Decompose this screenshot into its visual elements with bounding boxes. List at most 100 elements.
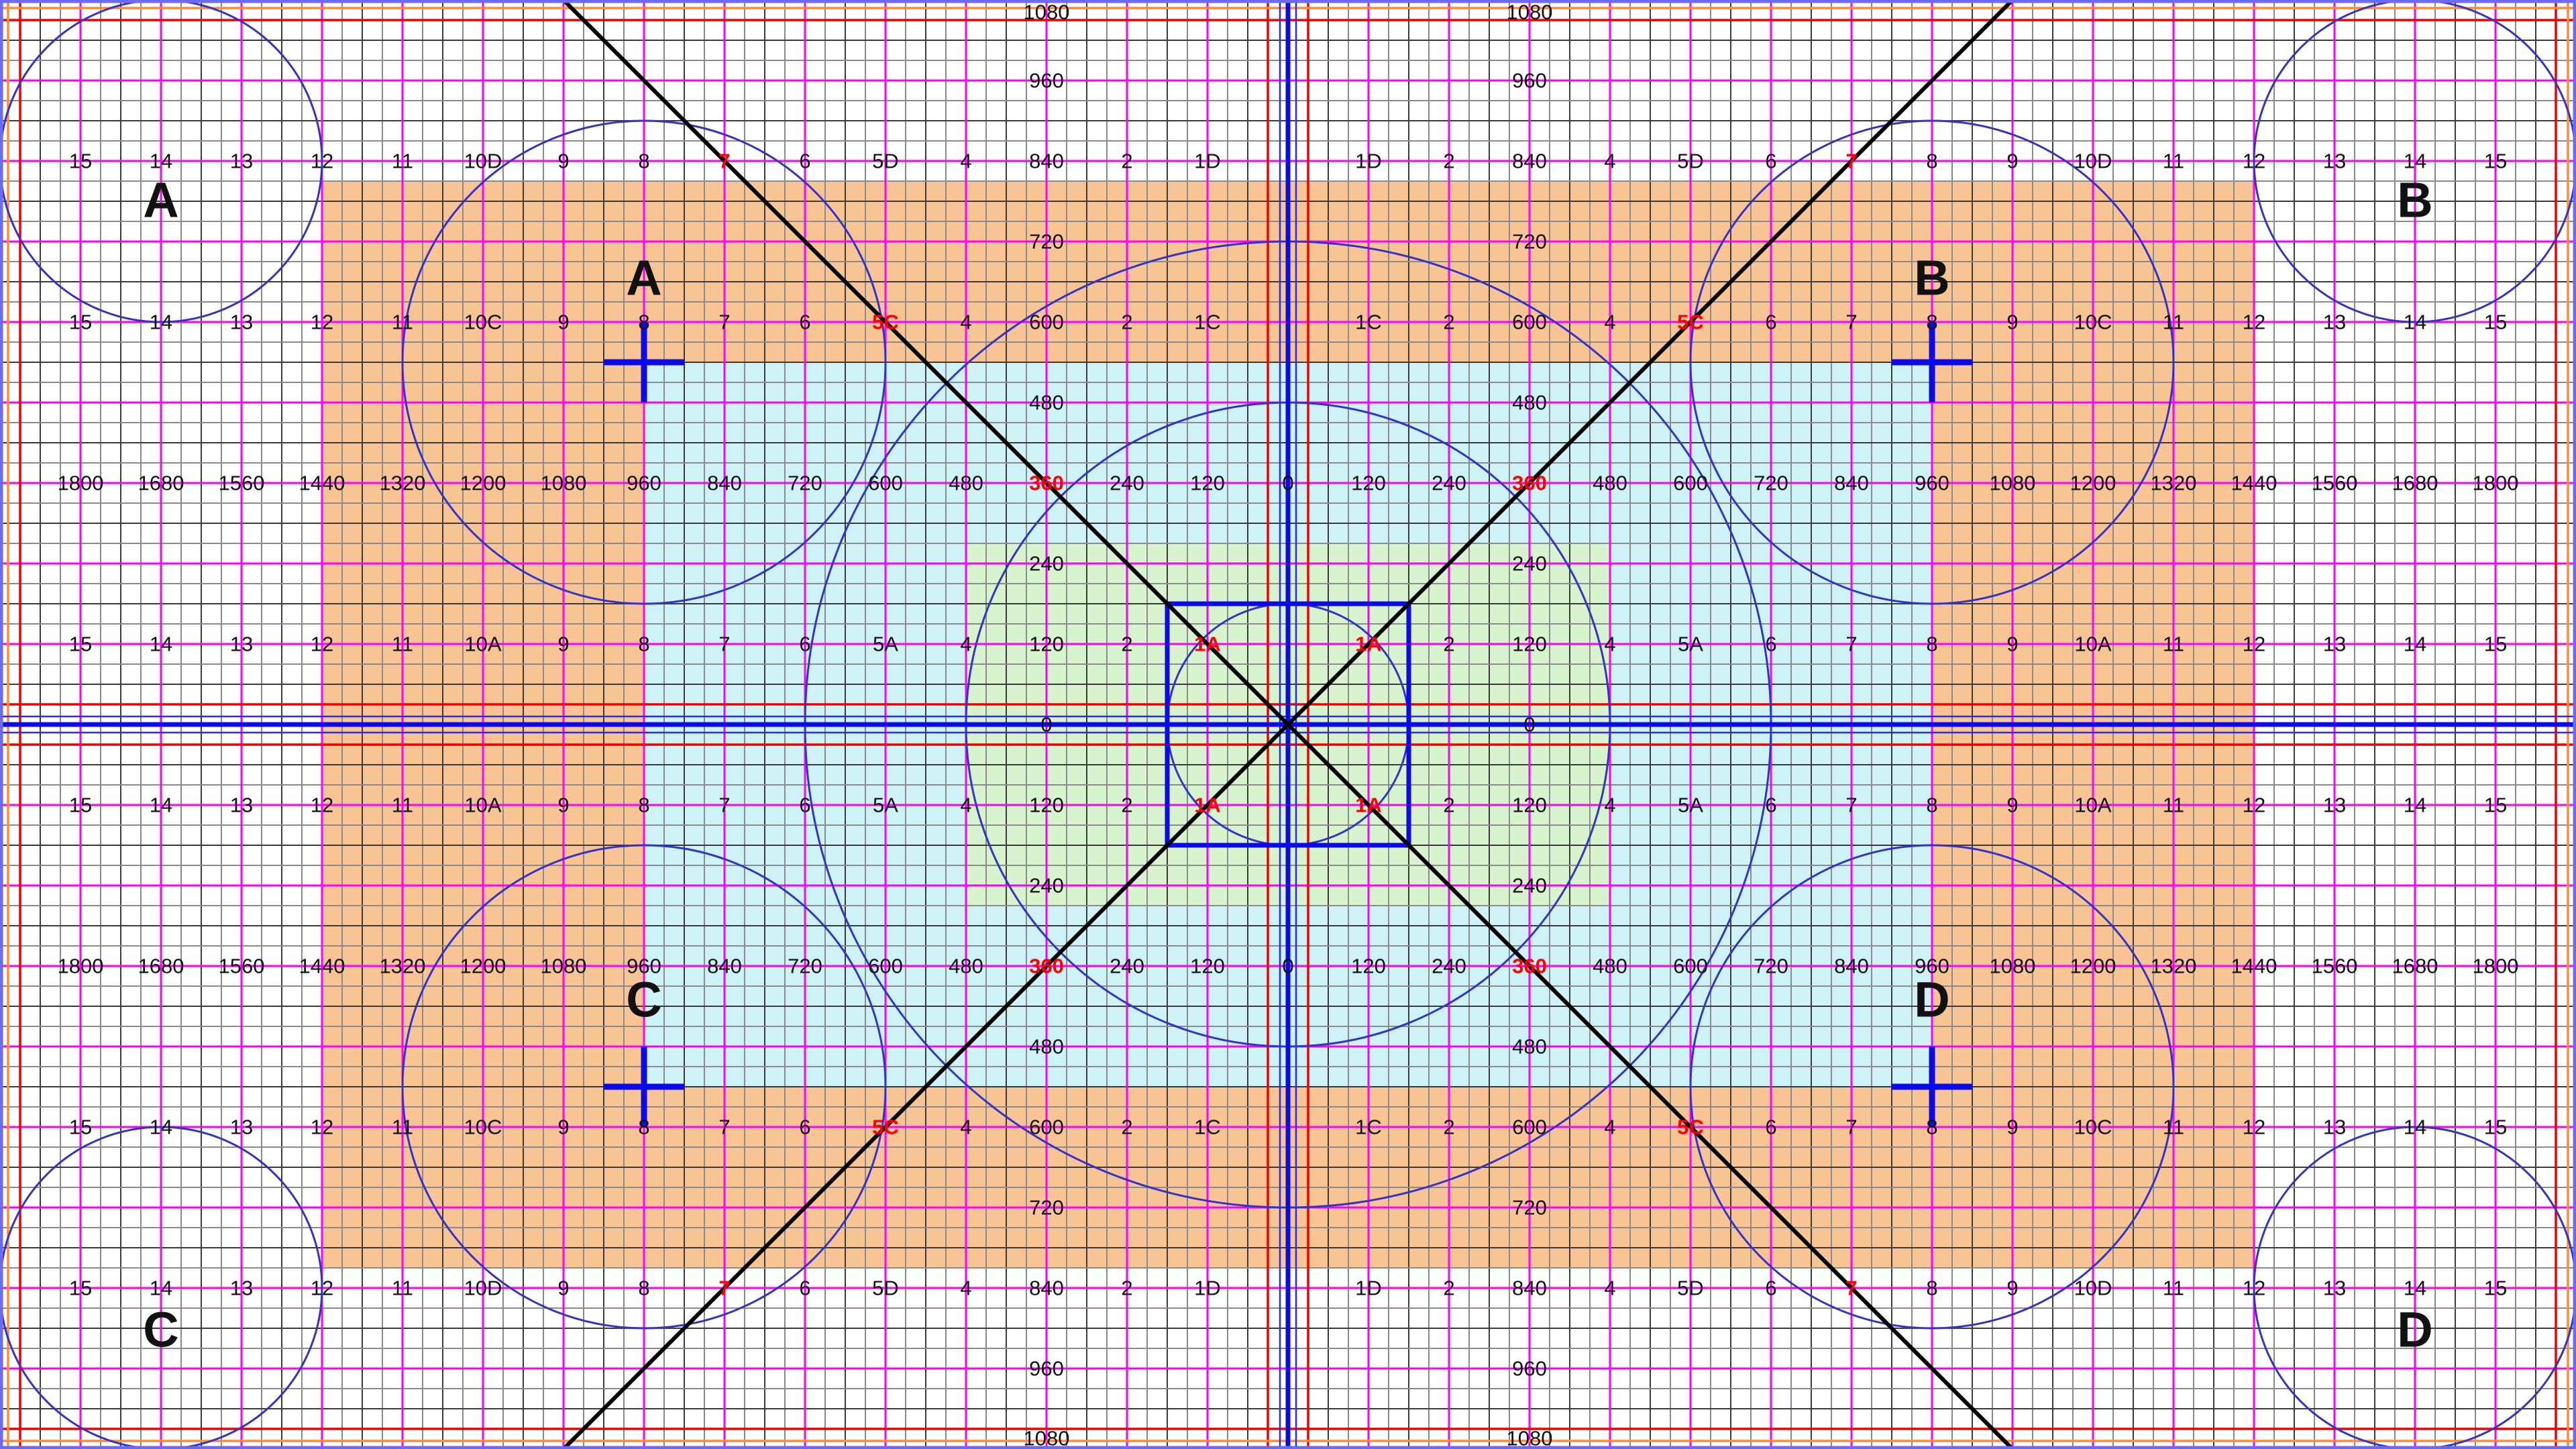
scale-row-label: 10C <box>2074 311 2112 334</box>
scale-row-label: 9 <box>557 311 569 334</box>
scale-row-label: 7 <box>1845 311 1857 334</box>
scale-row-label: 600 <box>868 472 903 495</box>
scale-row-label: 960 <box>627 955 661 978</box>
scale-row-label: 6 <box>799 633 810 656</box>
quadrant-circle <box>401 844 887 1330</box>
scale-row-label: 13 <box>230 150 253 173</box>
scale-row-label: 2 <box>1121 794 1132 817</box>
scale-row-label: 11 <box>2163 311 2184 334</box>
scale-row-label: 7 <box>1845 633 1857 656</box>
scale-row-label: 7 <box>718 1116 730 1139</box>
scale-row-label: 600 <box>1029 1116 1064 1139</box>
scale-row-label: 840 <box>1029 150 1064 173</box>
scale-row-label: 8 <box>1926 633 1937 656</box>
scale-row-label: 2 <box>1121 311 1132 334</box>
scale-row-label: 9 <box>2006 150 2018 173</box>
scale-row-label: 480 <box>949 955 983 978</box>
scale-row-label: 6 <box>1765 794 1776 817</box>
scale-row-label: 9 <box>557 794 569 817</box>
scale-row-label: 14 <box>2404 1277 2426 1300</box>
scale-row-label: 2 <box>1443 311 1454 334</box>
scale-row-label: 1200 <box>460 955 506 978</box>
scale-row-label: 360 <box>1029 955 1064 978</box>
scale-column-label: 480 <box>1512 391 1547 415</box>
scale-row-label: 6 <box>1765 1116 1776 1139</box>
inner-letter-b: B <box>1914 250 1949 306</box>
scale-row-label: 12 <box>2243 1277 2265 1300</box>
quadrant-circle <box>401 119 887 605</box>
scale-row-label: 2 <box>1121 1277 1132 1300</box>
scale-row-label: 15 <box>2484 1116 2507 1139</box>
scale-row-label: 1440 <box>2231 955 2277 978</box>
scale-row-label: 1200 <box>2070 472 2116 495</box>
scale-column-label: 240 <box>1029 552 1064 576</box>
scale-row-label: 4 <box>960 794 971 817</box>
scale-row-label: 10A <box>464 633 501 656</box>
scale-row-label: 7 <box>1845 794 1857 817</box>
corner-letter-b: B <box>2397 172 2432 228</box>
scale-row-label: 840 <box>1834 472 1869 495</box>
scale-row-label: 1080 <box>541 472 587 495</box>
scale-row-label: 10C <box>2074 1116 2112 1139</box>
scale-row-label: 6 <box>799 150 810 173</box>
diagonal-line <box>561 0 2015 1449</box>
scale-row-label: 0 <box>1040 713 1052 737</box>
scale-column-label: 1080 <box>1024 1 1070 24</box>
scale-row-label: 1C <box>1355 1116 1382 1139</box>
scale-row-label: 15 <box>69 633 92 656</box>
scale-row-label: 4 <box>960 633 971 656</box>
scale-row-label: 1D <box>1355 1277 1382 1300</box>
scale-row-label: 5C <box>1677 1116 1704 1139</box>
scale-row-label: 9 <box>2006 1116 2018 1139</box>
scale-row-label: 14 <box>2404 1116 2426 1139</box>
scale-row-label: 9 <box>2006 633 2018 656</box>
scale-row-label: 15 <box>2484 1277 2507 1300</box>
scale-row-label: 600 <box>1512 311 1547 334</box>
scale-column-label: 240 <box>1512 874 1547 898</box>
scale-column-label: 720 <box>1029 1196 1064 1220</box>
scale-row-label: 0 <box>1282 955 1293 978</box>
scale-row-label: 240 <box>1432 472 1466 495</box>
scale-row-label: 11 <box>392 150 413 173</box>
scale-row-label: 1440 <box>299 955 345 978</box>
scale-row-label: 10A <box>2074 794 2111 817</box>
scale-row-label: 1A <box>1194 794 1221 817</box>
scale-row-label: 120 <box>1190 472 1225 495</box>
scale-row-label: 1080 <box>1990 955 2036 978</box>
scale-row-label: 12 <box>311 311 333 334</box>
scale-row-label: 1080 <box>541 955 587 978</box>
scale-row-label: 1200 <box>460 472 506 495</box>
scale-column-label: 240 <box>1512 552 1547 576</box>
scale-row-label: 10D <box>464 150 502 173</box>
scale-row-label: 600 <box>1673 955 1708 978</box>
scale-row-label: 1800 <box>2473 955 2519 978</box>
scale-row-label: 720 <box>788 472 822 495</box>
scale-row-label: 2 <box>1121 1116 1132 1139</box>
scale-row-label: 9 <box>2006 794 2018 817</box>
scale-column-label: 960 <box>1512 69 1547 93</box>
scale-row-label: 360 <box>1512 955 1547 978</box>
scale-row-label: 10C <box>464 311 502 334</box>
scale-row-label: 960 <box>1915 955 1949 978</box>
scale-row-label: 1680 <box>138 472 184 495</box>
scale-row-label: 5D <box>1677 1277 1704 1300</box>
scale-row-label: 14 <box>150 1116 172 1139</box>
inner-letter-a: A <box>626 250 661 306</box>
scale-row-label: 5A <box>873 633 898 656</box>
scale-row-label: 5D <box>872 150 899 173</box>
scale-row-label: 7 <box>718 794 730 817</box>
scale-row-label: 360 <box>1512 472 1547 495</box>
scale-row-label: 14 <box>2404 311 2426 334</box>
scale-row-label: 5A <box>873 794 898 817</box>
scale-row-label: 13 <box>2323 1116 2346 1139</box>
inner-letter-c: C <box>626 972 661 1028</box>
scale-row-label: 9 <box>557 1277 569 1300</box>
scale-row-label: 840 <box>1512 1277 1547 1300</box>
scale-row-label: 13 <box>2323 1277 2346 1300</box>
scale-row-label: 12 <box>2243 150 2265 173</box>
scale-row-label: 2 <box>1443 633 1454 656</box>
scale-row-label: 8 <box>1926 150 1937 173</box>
scale-row-label: 8 <box>1926 1116 1937 1139</box>
scale-row-label: 2 <box>1121 150 1132 173</box>
